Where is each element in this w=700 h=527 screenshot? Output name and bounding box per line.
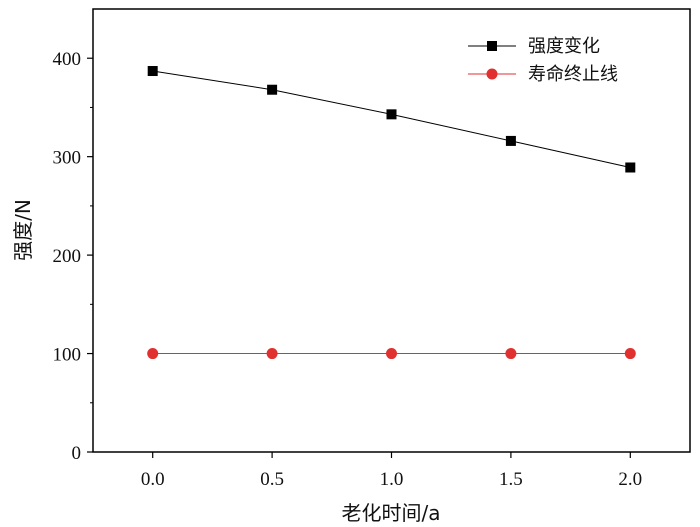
x-tick-label: 1.5	[499, 469, 523, 490]
data-point-circle	[386, 348, 397, 360]
x-tick-label: 0.5	[260, 469, 284, 490]
x-axis-title: 老化时间/a	[342, 501, 441, 525]
x-axis: 0.0 0.5 1.0 1.5 2.0	[141, 452, 642, 490]
y-axis: 0 100 200 300 400	[53, 49, 93, 464]
y-tick-label: 0	[72, 443, 82, 464]
y-tick-label: 400	[53, 49, 82, 70]
legend-label: 强度变化	[528, 36, 600, 57]
data-point-circle	[266, 348, 278, 360]
y-tick-label: 100	[53, 345, 82, 366]
legend-label: 寿命终止线	[528, 64, 618, 85]
series-layer	[147, 66, 636, 360]
x-tick-label: 1.0	[380, 469, 404, 490]
data-point-square	[267, 84, 278, 95]
data-point-square	[147, 66, 158, 77]
y-tick-label: 200	[53, 246, 82, 267]
legend-marker-square	[487, 41, 497, 51]
data-point-circle	[505, 348, 517, 360]
x-tick-label: 2.0	[618, 469, 642, 490]
y-axis-title: 强度/N	[11, 199, 35, 261]
data-point-square	[505, 135, 516, 146]
legend-marker-circle	[486, 68, 498, 80]
data-point-circle	[147, 348, 159, 360]
data-point-circle	[624, 348, 636, 360]
data-point-square	[386, 109, 397, 120]
data-point-square	[625, 162, 636, 173]
y-tick-label: 300	[53, 148, 82, 169]
x-tick-label: 0.0	[141, 469, 165, 490]
